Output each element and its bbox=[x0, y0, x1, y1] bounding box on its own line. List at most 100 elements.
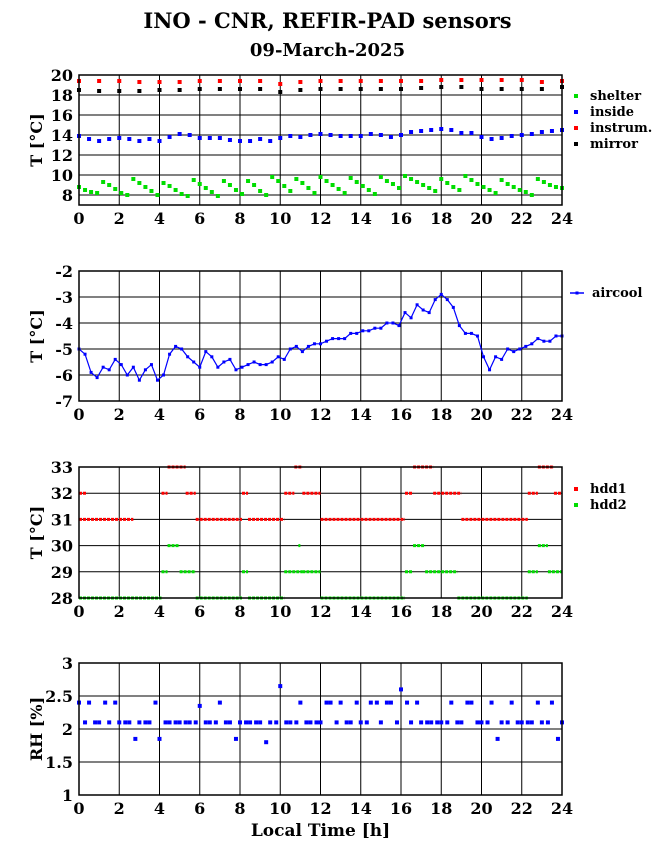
data-point-aircool bbox=[397, 324, 401, 328]
data-point-rh bbox=[103, 700, 108, 705]
data-point-instrum. bbox=[157, 80, 162, 84]
data-point-aircool bbox=[186, 355, 190, 359]
x-tick-label: 4 bbox=[154, 602, 165, 621]
x-tick-label: 24 bbox=[551, 799, 573, 818]
data-point-rh bbox=[123, 720, 128, 725]
data-point-aircool bbox=[155, 378, 159, 382]
data-point-aircool bbox=[210, 355, 214, 359]
data-point-shelter bbox=[409, 177, 414, 181]
data-point-aircool bbox=[331, 337, 335, 341]
x-tick-label: 18 bbox=[430, 209, 452, 228]
data-point-shelter bbox=[203, 186, 208, 190]
x-tick-label: 20 bbox=[470, 209, 492, 228]
x-tick-label: 12 bbox=[309, 209, 331, 228]
data-point-rh bbox=[284, 720, 289, 725]
data-point-rh bbox=[213, 720, 218, 725]
y-axis-label: T [°C] bbox=[27, 309, 46, 362]
data-point-mirror bbox=[318, 87, 323, 91]
data-point-inside bbox=[499, 136, 504, 140]
data-point-inside bbox=[368, 132, 373, 136]
data-point-shelter bbox=[209, 190, 214, 194]
data-point-shelter bbox=[185, 194, 190, 198]
data-point-aircool bbox=[288, 347, 292, 351]
data-point-shelter bbox=[270, 175, 275, 179]
data-point-aircool bbox=[445, 298, 449, 302]
data-point-rh bbox=[197, 703, 202, 708]
data-point-shelter bbox=[463, 174, 468, 178]
data-point-shelter bbox=[330, 183, 335, 187]
data-point-rh bbox=[485, 720, 490, 725]
data-point-rh bbox=[378, 720, 383, 725]
data-point-aircool bbox=[542, 339, 546, 343]
data-point-mirror bbox=[419, 86, 424, 90]
data-point-rh bbox=[449, 700, 454, 705]
data-point-instrum. bbox=[338, 79, 343, 83]
x-tick-label: 2 bbox=[114, 799, 125, 818]
x-tick-label: 0 bbox=[73, 799, 84, 818]
data-point-shelter bbox=[107, 183, 112, 187]
data-point-shelter bbox=[517, 188, 522, 192]
x-tick-label: 12 bbox=[309, 602, 331, 621]
data-point-shelter bbox=[475, 182, 480, 186]
data-point-aircool bbox=[294, 344, 298, 348]
plot-frame bbox=[78, 74, 563, 206]
x-tick-label: 12 bbox=[309, 405, 331, 424]
data-point-inside bbox=[268, 139, 273, 143]
data-point-rh bbox=[173, 720, 178, 725]
data-point-inside bbox=[489, 137, 494, 141]
y-axis-label: T [°C] bbox=[27, 113, 46, 166]
data-point-aircool bbox=[312, 342, 316, 346]
data-point-aircool bbox=[319, 342, 322, 346]
data-point-rh bbox=[535, 700, 540, 705]
data-point-aircool bbox=[500, 357, 504, 361]
data-point-shelter bbox=[360, 184, 365, 188]
chart-title: INO - CNR, REFIR-PAD sensors bbox=[143, 8, 512, 33]
x-axis-label: Local Time [h] bbox=[251, 821, 390, 841]
data-point-inside bbox=[117, 136, 122, 140]
data-point-rh bbox=[419, 720, 424, 725]
y-tick-label: 14 bbox=[51, 126, 73, 145]
data-point-shelter bbox=[246, 179, 251, 183]
data-point-aircool bbox=[433, 298, 437, 302]
data-point-shelter bbox=[282, 184, 287, 188]
data-point-rh bbox=[264, 740, 269, 745]
data-point-rh bbox=[374, 700, 379, 705]
legend-label-instrum.: instrum. bbox=[590, 121, 652, 136]
x-tick-label: 14 bbox=[350, 602, 372, 621]
data-point-shelter bbox=[433, 189, 438, 193]
data-point-rh bbox=[525, 720, 530, 725]
data-point-inside bbox=[238, 139, 242, 143]
x-tick-label: 4 bbox=[154, 799, 165, 818]
legend-marker bbox=[575, 291, 579, 295]
data-point-rh bbox=[294, 720, 299, 725]
data-point-rh bbox=[435, 720, 440, 725]
data-point-rh bbox=[298, 700, 303, 705]
data-point-aircool bbox=[421, 308, 425, 312]
data-point-shelter bbox=[445, 181, 450, 185]
data-point-rh bbox=[113, 700, 118, 705]
x-tick-label: 16 bbox=[390, 799, 412, 818]
y-tick-label: -5 bbox=[55, 340, 73, 359]
data-point-shelter bbox=[101, 180, 106, 184]
x-tick-label: 4 bbox=[154, 209, 165, 228]
data-point-rh bbox=[348, 720, 353, 725]
x-tick-label: 10 bbox=[269, 602, 291, 621]
data-point-rh bbox=[338, 700, 343, 705]
data-point-shelter bbox=[390, 182, 395, 186]
data-point-rh bbox=[163, 720, 168, 725]
data-point-inside bbox=[539, 130, 544, 134]
y-tick-label: 20 bbox=[51, 66, 73, 85]
data-point-aircool bbox=[349, 331, 353, 335]
data-point-rh bbox=[318, 720, 323, 725]
data-point-inside bbox=[207, 136, 212, 140]
x-tick-label: 6 bbox=[194, 799, 205, 818]
data-point-rh bbox=[248, 720, 253, 725]
data-point-inside bbox=[348, 134, 353, 138]
x-tick-label: 0 bbox=[73, 405, 84, 424]
legend-marker bbox=[574, 110, 578, 114]
data-point-aircool bbox=[89, 370, 93, 374]
data-point-aircool bbox=[95, 376, 99, 380]
data-point-rh bbox=[549, 700, 554, 705]
data-point-instrum. bbox=[519, 78, 524, 82]
data-point-rh bbox=[143, 720, 148, 725]
